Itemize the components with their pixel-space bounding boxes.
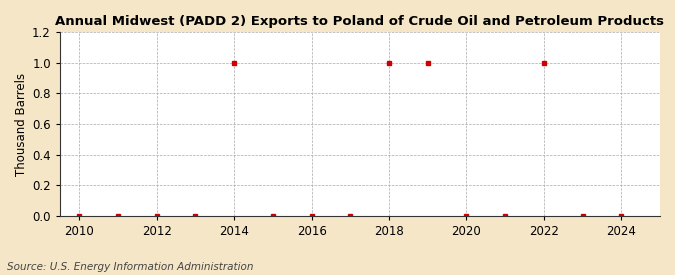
Text: Source: U.S. Energy Information Administration: Source: U.S. Energy Information Administ… <box>7 262 253 272</box>
Y-axis label: Thousand Barrels: Thousand Barrels <box>15 72 28 175</box>
Title: Annual Midwest (PADD 2) Exports to Poland of Crude Oil and Petroleum Products: Annual Midwest (PADD 2) Exports to Polan… <box>55 15 664 28</box>
